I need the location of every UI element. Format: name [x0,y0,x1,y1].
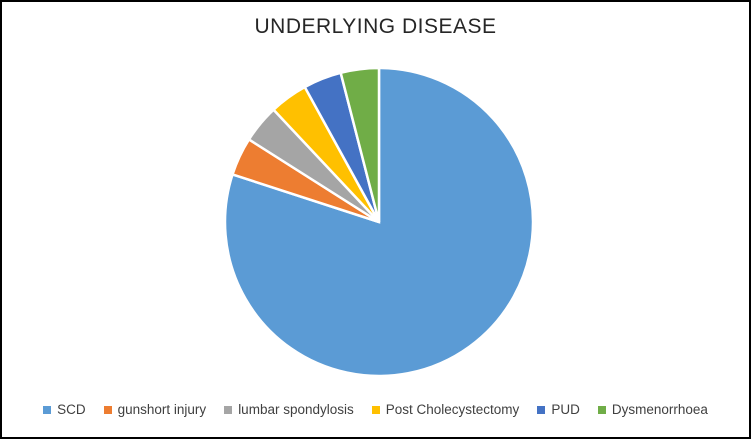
legend-marker-icon [537,405,546,414]
legend-marker-icon [597,405,606,414]
legend-item-dysmenorrhoea: Dysmenorrhoea [597,402,708,417]
chart-title: UNDERLYING DISEASE [254,15,497,38]
legend-marker-icon [43,405,52,414]
legend-label: PUD [551,402,580,417]
legend-label: Post Cholecystectomy [385,402,520,417]
legend-item-lumbar-spondylosis: lumbar spondylosis [224,402,354,417]
legend-label: Dysmenorrhoea [611,402,708,417]
legend-label: lumbar spondylosis [238,402,354,417]
legend: SCD gunshort injury lumbar spondylosis Post… [2,402,749,417]
legend-item-scd: SCD [43,402,86,417]
pie-chart [223,66,535,378]
legend-marker-icon [103,405,112,414]
legend-marker-icon [224,405,233,414]
legend-item-pud: PUD [537,402,580,417]
legend-label: SCD [57,402,86,417]
legend-label: gunshort injury [117,402,207,417]
legend-item-gunshort-injury: gunshort injury [103,402,207,417]
pie-slice-dysmenorrhoea [339,66,381,223]
legend-marker-icon [371,405,380,414]
legend-item-post-cholecystectomy: Post Cholecystectomy [371,402,520,417]
